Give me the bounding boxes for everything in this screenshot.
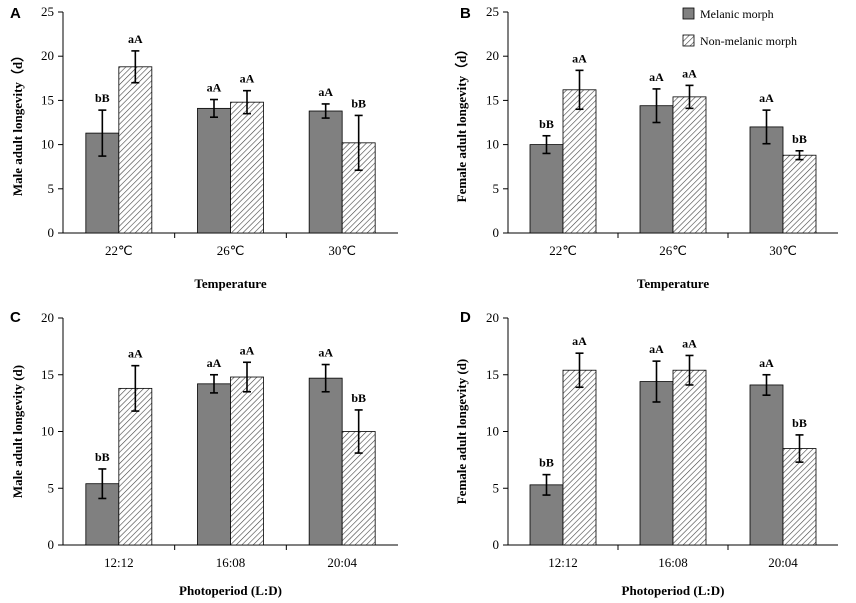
y-tick-label: 10 [486,424,499,439]
panel-a: A 0 5 10 15 20 25 Male adult longevity（d） Temper… [10,4,398,291]
x-tick-label: 22℃ [105,243,133,258]
y-tick-label: 5 [493,480,500,495]
panel-c: C 0 5 10 15 20 Male adult longevity (d) Photope… [10,309,398,598]
x-tick-label: 16:08 [216,555,246,570]
legend-swatch-melanic [682,7,695,20]
legend: Melanic morph Non-melanic morph [682,7,797,48]
bar-melanic [308,377,343,546]
significance-label: bB [539,117,554,131]
panel-letter: D [460,309,471,326]
bar-non-melanic [562,89,597,234]
significance-label: aA [759,356,774,370]
significance-label: bB [792,132,807,146]
x-tick-label: 12:12 [548,555,578,570]
bar-melanic [749,384,784,546]
legend-swatch-non-melanic [682,34,695,47]
significance-label: aA [240,343,255,357]
significance-label: bB [539,456,554,470]
bar-melanic [749,126,784,234]
significance-label: aA [318,85,333,99]
bar-non-melanic [782,154,817,234]
panel-b: B 0 5 10 15 20 25 Female adult longevity（d） Temp… [454,4,838,291]
bar-non-melanic [672,96,707,234]
panel-d: D 0 5 10 15 20 Female adult longevity (d) Photo… [454,309,838,598]
bar-non-melanic [562,369,597,546]
bar-melanic [639,381,674,546]
y-tick-label: 25 [41,4,54,19]
significance-label: bB [351,391,366,405]
x-tick-label: 30℃ [769,243,797,258]
significance-label: aA [240,72,255,86]
bar-melanic [308,110,343,234]
y-tick-label: 5 [493,181,500,196]
y-tick-label: 25 [486,4,499,19]
y-tick-label: 20 [486,48,499,63]
significance-label: aA [572,334,587,348]
y-tick-label: 20 [41,310,54,325]
significance-label: aA [759,91,774,105]
y-tick-label: 0 [48,537,55,552]
panel-letter: B [460,5,471,22]
significance-label: bB [792,416,807,430]
significance-label: bB [95,450,110,464]
x-axis-title: Temperature [194,276,266,291]
y-tick-label: 5 [48,480,55,495]
y-tick-label: 20 [486,310,499,325]
bar-non-melanic [118,66,153,234]
x-tick-label: 30℃ [328,243,356,258]
bar-melanic [639,105,674,234]
x-axis-title: Photoperiod (L:D) [622,583,725,598]
bar-melanic [529,144,564,234]
y-tick-label: 10 [41,137,54,152]
y-tick-label: 0 [493,225,500,240]
significance-label: aA [128,32,143,46]
significance-label: aA [207,81,222,95]
y-tick-label: 0 [48,225,55,240]
legend-label-melanic: Melanic morph [700,7,774,21]
panel-letter: C [10,309,21,326]
significance-label: bB [351,96,366,110]
y-tick-label: 10 [486,137,499,152]
y-tick-label: 20 [41,48,54,63]
significance-label: aA [649,342,664,356]
y-axis-title: Male adult longevity（d） [10,49,25,196]
significance-label: aA [572,51,587,65]
x-tick-label: 16:08 [658,555,688,570]
panel-letter: A [10,5,21,22]
significance-label: aA [682,66,697,80]
y-tick-label: 5 [48,181,55,196]
y-axis-title: Female adult longevity (d) [454,359,469,505]
x-axis-title: Photoperiod (L:D) [179,583,282,598]
y-tick-label: 15 [486,92,499,107]
y-axis-title: Female adult longevity（d） [454,43,469,203]
bar-non-melanic [230,376,264,546]
bar-non-melanic [672,369,707,546]
x-tick-label: 20:04 [768,555,798,570]
y-tick-label: 10 [41,424,54,439]
y-tick-label: 15 [41,92,54,107]
significance-label: bB [95,91,110,105]
significance-label: aA [207,356,222,370]
y-tick-label: 15 [486,367,499,382]
bar-melanic [197,383,231,546]
y-tick-label: 15 [41,367,54,382]
bar-non-melanic [230,101,264,234]
significance-label: aA [318,346,333,360]
significance-label: aA [128,347,143,361]
significance-label: aA [649,70,664,84]
y-axis-title: Male adult longevity (d) [10,365,25,498]
significance-label: aA [682,336,697,350]
x-tick-label: 12:12 [104,555,134,570]
x-tick-label: 26℃ [217,243,245,258]
y-tick-label: 0 [493,537,500,552]
x-tick-label: 26℃ [659,243,687,258]
bar-non-melanic [118,387,153,546]
bar-non-melanic [782,448,817,546]
x-tick-label: 22℃ [549,243,577,258]
legend-label-non-melanic: Non-melanic morph [700,34,797,48]
x-tick-label: 20:04 [327,555,357,570]
x-axis-title: Temperature [637,276,709,291]
bar-melanic [197,107,231,234]
